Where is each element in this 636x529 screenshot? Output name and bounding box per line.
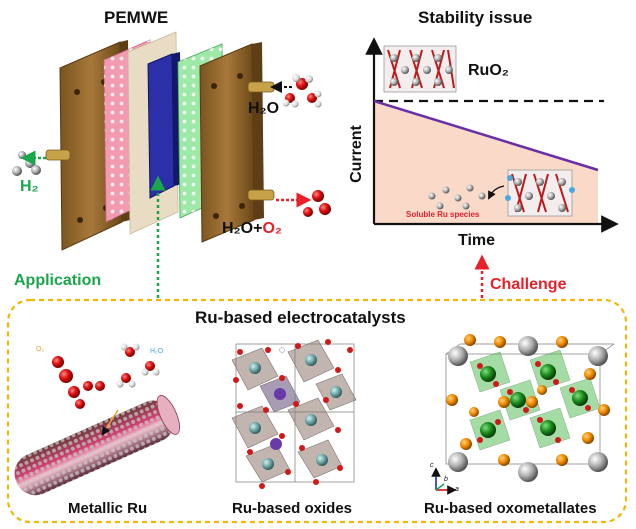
products-plus: + (253, 220, 263, 237)
hydrogen-label: H₂ (20, 178, 39, 195)
h2o-small-label: H₂O (150, 348, 164, 355)
right-end-plate (199, 43, 255, 243)
pemwe-title: PEMWE (104, 8, 169, 27)
metallic-ru-illustration (14, 343, 180, 496)
x-axis-label: Time (458, 232, 496, 249)
application-label: Application (14, 272, 102, 289)
ru-oxides-label: Ru-based oxides (232, 500, 353, 517)
catalysts-frame (6, 298, 628, 524)
oxygen-outlet-molecules (276, 190, 331, 217)
y-axis-label: Current (347, 125, 365, 183)
ru-oxometallates-illustration (431, 334, 615, 495)
products-water: H₂O (222, 220, 254, 237)
challenge-label: Challenge (490, 276, 567, 293)
current-decay-line (373, 99, 599, 172)
water-inlet-molecules (270, 74, 322, 108)
catalyst-layer (147, 53, 175, 199)
ru-oxides-illustration (231, 339, 357, 489)
products-label: H₂O+O₂ (222, 220, 282, 238)
water-inlet-label: H₂O (248, 100, 280, 117)
catalysts-title: Ru-based electrocatalysts (195, 308, 406, 327)
products-oxygen: O₂ (262, 220, 283, 237)
soluble-ru-particles (428, 184, 505, 210)
crystal-axes-triad (431, 467, 457, 495)
axis-b-label: b (444, 476, 448, 483)
stability-title: Stability issue (418, 8, 533, 27)
dissolution-arrow (488, 185, 505, 200)
pemwe-stack (45, 31, 275, 251)
hydrogen-outlet-molecules (12, 150, 46, 176)
axis-c-label: c (430, 462, 434, 469)
ruo2-label: RuO₂ (468, 62, 509, 79)
ruo2-crystal (383, 45, 457, 93)
metallic-ru-label: Metallic Ru (68, 500, 148, 517)
o2-small-label: O₂ (36, 346, 45, 353)
ru-oxometallates-label: Ru-based oxometallates (424, 500, 597, 517)
degraded-crystal (505, 169, 575, 217)
axis-a-label: a (455, 486, 459, 493)
soluble-ru-label: Soluble Ru species (406, 210, 480, 219)
